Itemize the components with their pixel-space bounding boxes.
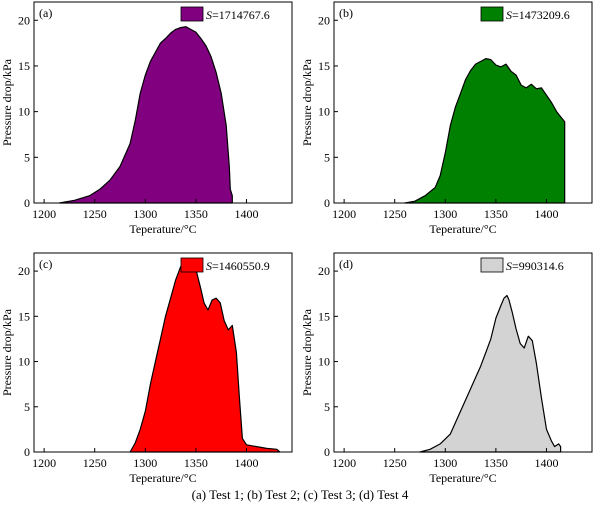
- y-tick-label: 0: [324, 196, 330, 210]
- legend-value: =1473209.6: [512, 8, 570, 22]
- data-area: [419, 294, 562, 453]
- y-tick-label: 5: [24, 150, 30, 164]
- x-tick-label: 1250: [83, 207, 107, 221]
- panel-label: (b): [339, 6, 353, 20]
- legend-swatch: [180, 257, 204, 273]
- x-tick-label: 1350: [184, 207, 208, 221]
- legend: S=1714767.6: [180, 6, 270, 22]
- legend-symbol: S: [206, 8, 212, 22]
- x-tick-label: 1200: [32, 456, 56, 470]
- x-tick-label: 1200: [332, 207, 356, 221]
- x-tick-label: 1400: [234, 456, 258, 470]
- y-tick-label: 0: [324, 445, 330, 459]
- legend-label: S=1473209.6: [506, 8, 570, 22]
- y-tick-label: 15: [18, 309, 30, 323]
- x-axis-label: Teperature/°C: [429, 222, 496, 236]
- legend-symbol: S: [206, 259, 212, 273]
- y-tick-label: 10: [318, 355, 330, 369]
- x-tick-label: 1200: [32, 207, 56, 221]
- legend-symbol: S: [506, 8, 512, 22]
- legend-symbol: S: [506, 259, 512, 273]
- y-tick-label: 5: [324, 150, 330, 164]
- x-tick-label: 1250: [83, 456, 107, 470]
- legend-label: S=1714767.6: [206, 8, 270, 22]
- y-tick-label: 10: [18, 355, 30, 369]
- y-tick-label: 0: [24, 445, 30, 459]
- y-tick-label: 20: [18, 13, 30, 27]
- x-tick-label: 1350: [484, 456, 508, 470]
- y-tick-label: 20: [18, 264, 30, 278]
- y-tick-label: 15: [318, 59, 330, 73]
- y-tick-label: 20: [318, 13, 330, 27]
- y-tick-label: 20: [318, 264, 330, 278]
- legend-swatch: [480, 257, 504, 273]
- legend-swatch: [480, 6, 504, 22]
- x-axis-label: Teperature/°C: [129, 222, 196, 236]
- chart-panel-3: 1200 1250 1300 1350 1400 0 5 10 15 20 Teperature/°…: [0, 252, 293, 485]
- y-tick-label: 15: [18, 59, 30, 73]
- x-tick-label: 1400: [234, 207, 258, 221]
- x-tick-label: 1300: [133, 456, 157, 470]
- chart-panel-1: 1200 1250 1300 1350 1400 0 5 10 15 20 Teperature/°…: [0, 1, 293, 236]
- x-tick-label: 1300: [433, 207, 457, 221]
- data-area: [58, 26, 233, 204]
- x-tick-label: 1200: [332, 456, 356, 470]
- x-axis-label: Teperature/°C: [129, 471, 196, 485]
- x-tick-label: 1350: [184, 456, 208, 470]
- panel-label: (c): [39, 257, 52, 271]
- y-tick-label: 0: [24, 196, 30, 210]
- x-tick-label: 1350: [484, 207, 508, 221]
- y-tick-label: 10: [18, 105, 30, 119]
- y-axis-label: Pressure drop/kPa: [300, 58, 314, 146]
- legend-label: S=990314.6: [506, 259, 564, 273]
- legend-value: =990314.6: [512, 259, 564, 273]
- legend: S=990314.6: [480, 257, 564, 273]
- data-area: [129, 261, 281, 453]
- x-tick-label: 1400: [534, 456, 558, 470]
- panel-label: (a): [39, 6, 52, 20]
- chart-panel-4: 1200 1250 1300 1350 1400 0 5 10 15 20 Teperature/°…: [300, 252, 593, 485]
- chart-panel-2: 1200 1250 1300 1350 1400 0 5 10 15 20 Teperature/°…: [300, 1, 593, 236]
- x-tick-label: 1250: [383, 207, 407, 221]
- data-area: [404, 58, 566, 204]
- x-tick-label: 1400: [534, 207, 558, 221]
- x-tick-label: 1300: [433, 456, 457, 470]
- y-tick-label: 10: [318, 105, 330, 119]
- panel-label: (d): [339, 257, 353, 271]
- x-axis-label: Teperature/°C: [429, 471, 496, 485]
- y-axis-label: Pressure drop/kPa: [300, 308, 314, 396]
- y-tick-label: 5: [324, 400, 330, 414]
- legend-value: =1714767.6: [212, 8, 270, 22]
- legend-value: =1460550.9: [212, 259, 270, 273]
- y-axis-label: Pressure drop/kPa: [0, 58, 14, 146]
- legend-label: S=1460550.9: [206, 259, 270, 273]
- legend: S=1460550.9: [180, 257, 270, 273]
- y-tick-label: 15: [318, 309, 330, 323]
- x-tick-label: 1300: [133, 207, 157, 221]
- x-tick-label: 1250: [383, 456, 407, 470]
- legend: S=1473209.6: [480, 6, 570, 22]
- figure-caption: (a) Test 1; (b) Test 2; (c) Test 3; (d) …: [191, 487, 409, 502]
- y-axis-label: Pressure drop/kPa: [0, 308, 14, 396]
- legend-swatch: [180, 6, 204, 22]
- y-tick-label: 5: [24, 400, 30, 414]
